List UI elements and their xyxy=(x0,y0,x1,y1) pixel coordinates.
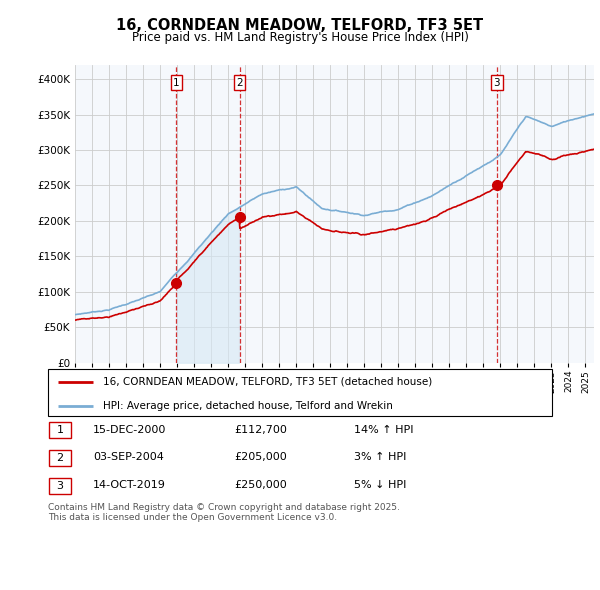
Text: 2: 2 xyxy=(236,78,243,88)
FancyBboxPatch shape xyxy=(49,478,71,493)
Text: £205,000: £205,000 xyxy=(234,453,287,462)
FancyBboxPatch shape xyxy=(49,422,71,438)
Text: 5% ↓ HPI: 5% ↓ HPI xyxy=(354,480,406,490)
Text: HPI: Average price, detached house, Telford and Wrekin: HPI: Average price, detached house, Telf… xyxy=(103,401,394,411)
Text: 1: 1 xyxy=(173,78,180,88)
Text: 16, CORNDEAN MEADOW, TELFORD, TF3 5ET (detached house): 16, CORNDEAN MEADOW, TELFORD, TF3 5ET (d… xyxy=(103,377,433,387)
Text: 1: 1 xyxy=(56,425,64,435)
Text: 2: 2 xyxy=(56,453,64,463)
Text: Contains HM Land Registry data © Crown copyright and database right 2025.
This d: Contains HM Land Registry data © Crown c… xyxy=(48,503,400,522)
FancyBboxPatch shape xyxy=(49,450,71,466)
Text: Price paid vs. HM Land Registry's House Price Index (HPI): Price paid vs. HM Land Registry's House … xyxy=(131,31,469,44)
Text: 14% ↑ HPI: 14% ↑ HPI xyxy=(354,425,413,434)
Text: 3: 3 xyxy=(56,481,64,490)
Text: £250,000: £250,000 xyxy=(234,480,287,490)
Text: 16, CORNDEAN MEADOW, TELFORD, TF3 5ET: 16, CORNDEAN MEADOW, TELFORD, TF3 5ET xyxy=(116,18,484,32)
Text: 14-OCT-2019: 14-OCT-2019 xyxy=(93,480,166,490)
Text: 15-DEC-2000: 15-DEC-2000 xyxy=(93,425,166,434)
Text: £112,700: £112,700 xyxy=(234,425,287,434)
FancyBboxPatch shape xyxy=(48,369,552,416)
Text: 3: 3 xyxy=(494,78,500,88)
Text: 3% ↑ HPI: 3% ↑ HPI xyxy=(354,453,406,462)
Text: 03-SEP-2004: 03-SEP-2004 xyxy=(93,453,164,462)
